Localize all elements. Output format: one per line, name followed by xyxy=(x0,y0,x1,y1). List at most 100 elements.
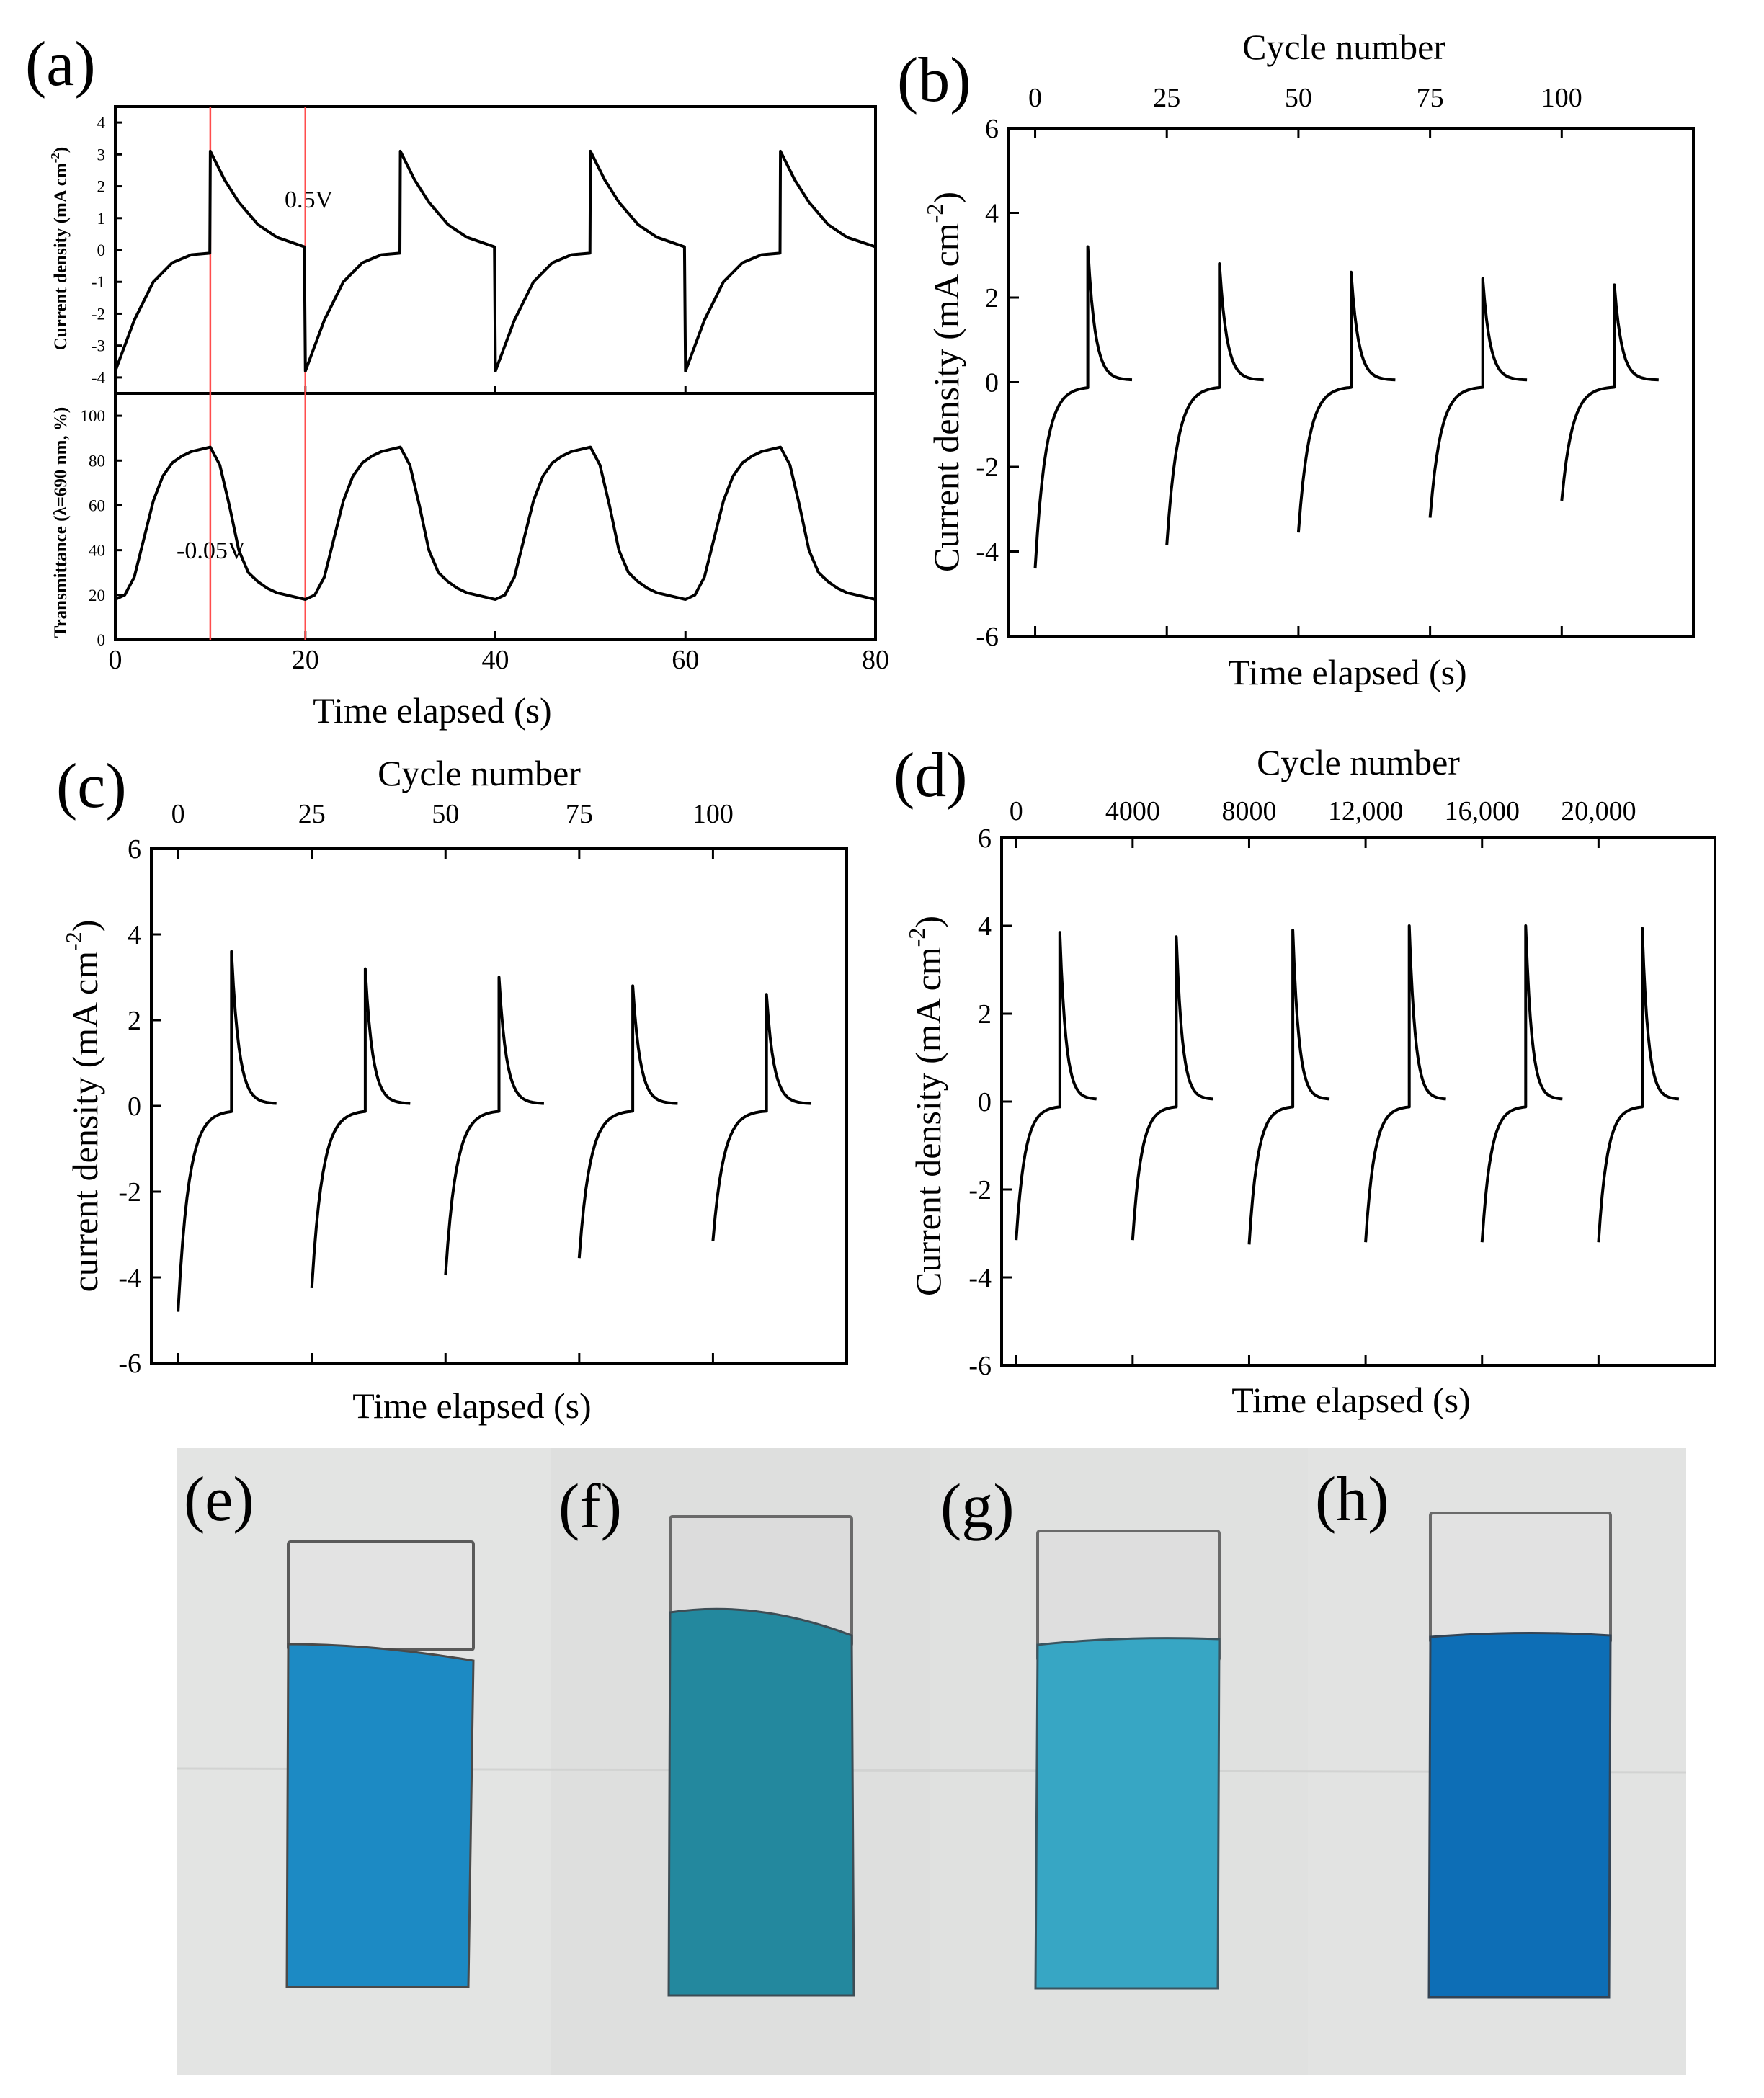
cuvette-g xyxy=(1034,1530,1221,1990)
b-xtick-label: 75 xyxy=(1417,83,1444,113)
ylabel-c: current density (mA cm-2) xyxy=(61,920,105,1293)
a-bottom-xtick-label: 20 xyxy=(292,645,319,675)
series-b-cycle-4 xyxy=(1428,277,1528,518)
title-c: Cycle number xyxy=(378,753,581,793)
d-xtick-label: 4000 xyxy=(1105,796,1160,826)
cuvette-f-solution xyxy=(667,1607,855,1997)
series-d-cycle-1 xyxy=(1015,931,1097,1241)
series-c-cycle-4 xyxy=(577,984,678,1259)
xlabel-d: Time elapsed (s) xyxy=(1231,1380,1470,1420)
c-ytick-label: 0 xyxy=(128,1092,141,1122)
c-ytick-label: 6 xyxy=(128,834,141,865)
series-d-cycle-6 xyxy=(1597,927,1680,1243)
c-xtick-label: 50 xyxy=(432,799,459,829)
panel-label-g: (g) xyxy=(940,1472,1015,1542)
a-bottom-xtick-label: 80 xyxy=(862,645,889,675)
series-b-cycle-2 xyxy=(1165,262,1264,545)
a-top-ytick-label: 2 xyxy=(97,178,106,196)
ylabel-a-bottom: Transmittance (λ=690 nm, %) xyxy=(51,407,71,638)
series-c-cycle-5 xyxy=(711,993,812,1241)
d-ytick-label: 6 xyxy=(978,823,992,854)
xlabel-b: Time elapsed (s) xyxy=(1228,652,1466,692)
cuvette-f xyxy=(667,1515,855,1997)
series-c-cycle-1 xyxy=(177,950,277,1312)
b-xtick-label: 100 xyxy=(1541,83,1582,113)
b-ytick-label: 4 xyxy=(985,199,999,229)
a-top-ytick-label: 0 xyxy=(97,241,106,259)
c-xtick-label: 75 xyxy=(566,799,593,829)
plot-frame-d xyxy=(1000,836,1716,1367)
panel-label-h: (h) xyxy=(1315,1465,1389,1535)
panel-label-d: (d) xyxy=(894,741,968,811)
a-top-ytick-label: -1 xyxy=(92,273,105,291)
a-bottom-ytick-label: 20 xyxy=(89,586,105,604)
series-d-cycle-4 xyxy=(1364,924,1446,1243)
c-ytick-label: -6 xyxy=(118,1349,141,1379)
a-bottom-ytick-label: 80 xyxy=(89,452,105,470)
a-bottom-ytick-label: 40 xyxy=(89,542,105,560)
a-bottom-ytick-label: 60 xyxy=(89,496,105,514)
a-bottom-xtick-label: 0 xyxy=(109,645,122,675)
cuvette-h xyxy=(1427,1512,1612,1999)
panel-label-e: (e) xyxy=(184,1465,254,1535)
series-d-cycle-5 xyxy=(1480,924,1563,1243)
a-bottom-ytick-label: 0 xyxy=(97,631,106,649)
series-transmittance-a xyxy=(115,445,876,601)
d-ytick-label: 0 xyxy=(978,1087,992,1117)
b-ytick-label: 0 xyxy=(985,368,999,398)
ylabel-d: Current density (mA cm-2) xyxy=(904,916,948,1296)
a-bottom-xtick-label: 40 xyxy=(482,645,509,675)
xlabel-c: Time elapsed (s) xyxy=(352,1385,591,1426)
annotation-0-5v: 0.5V xyxy=(285,187,334,213)
series-b-cycle-1 xyxy=(1033,245,1133,569)
cuvette-h-empty xyxy=(1429,1512,1612,1644)
title-d: Cycle number xyxy=(1257,742,1460,782)
cuvette-h-solution xyxy=(1427,1631,1612,1999)
ylabel-a-top: Current density (mA cm-2) xyxy=(48,147,71,350)
c-xtick-label: 100 xyxy=(692,799,734,829)
series-d-cycle-2 xyxy=(1131,935,1213,1241)
c-ytick-label: 4 xyxy=(128,920,141,950)
plot-frame-a-bottom xyxy=(114,392,877,641)
d-ytick-label: -2 xyxy=(968,1175,992,1205)
panel-label-c: (c) xyxy=(56,751,127,821)
series-c-cycle-2 xyxy=(310,967,411,1289)
series-c-cycle-3 xyxy=(444,976,544,1276)
b-xtick-label: 50 xyxy=(1285,83,1312,113)
ylabel-b: Current density (mA cm-2) xyxy=(922,192,966,572)
a-bottom-ytick-label: 100 xyxy=(81,407,106,425)
d-xtick-label: 20,000 xyxy=(1561,796,1636,826)
a-top-ytick-label: -3 xyxy=(92,337,105,355)
photo-strip: (e) (f) (g) (h) xyxy=(176,1448,1687,2075)
a-top-ytick-label: -2 xyxy=(92,305,105,323)
series-b-cycle-3 xyxy=(1296,270,1396,533)
a-bottom-xtick-label: 60 xyxy=(672,645,699,675)
panel-label-a: (a) xyxy=(25,30,96,99)
b-xtick-label: 25 xyxy=(1153,83,1180,113)
xlabel-a: Time elapsed (s) xyxy=(313,690,551,731)
d-ytick-label: -4 xyxy=(968,1263,992,1293)
cuvette-g-solution xyxy=(1034,1637,1221,1990)
b-xtick-label: 0 xyxy=(1028,83,1042,113)
panel-label-b: (b) xyxy=(897,45,971,115)
cuvette-e xyxy=(285,1540,475,1988)
c-ytick-label: -4 xyxy=(118,1263,141,1293)
a-top-ytick-label: 3 xyxy=(97,146,106,164)
a-top-ytick-label: 4 xyxy=(97,114,106,132)
series-current-a xyxy=(114,149,876,372)
panel-label-f: (f) xyxy=(558,1472,622,1542)
title-b: Cycle number xyxy=(1242,27,1446,67)
series-d-cycle-3 xyxy=(1247,929,1330,1245)
c-xtick-label: 25 xyxy=(298,799,326,829)
series-b-cycle-5 xyxy=(1560,283,1659,501)
b-ytick-label: -4 xyxy=(976,537,999,568)
b-ytick-label: 2 xyxy=(985,283,999,313)
a-top-ytick-label: 1 xyxy=(97,210,106,228)
a-top-ytick-label: -4 xyxy=(92,369,106,387)
b-ytick-label: -2 xyxy=(976,452,999,483)
d-xtick-label: 16,000 xyxy=(1444,796,1520,826)
c-ytick-label: -2 xyxy=(118,1177,141,1208)
